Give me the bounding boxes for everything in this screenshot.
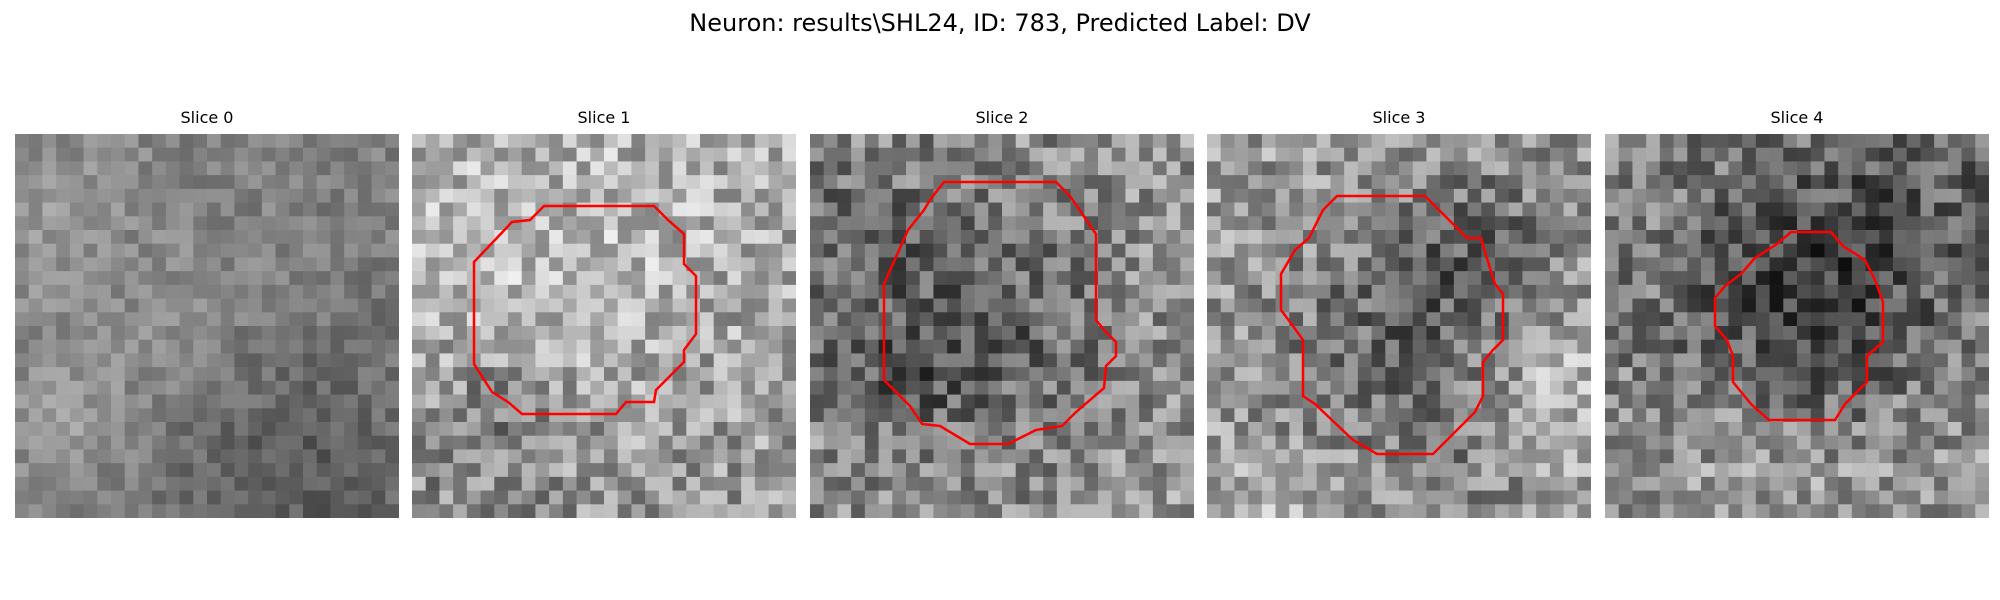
slice-panel-4: Slice 4 bbox=[1605, 108, 1989, 518]
slice-image-1 bbox=[412, 134, 796, 518]
slice-image-3 bbox=[1207, 134, 1591, 518]
roi-contour-1 bbox=[472, 204, 698, 416]
slice-panel-2: Slice 2 bbox=[810, 108, 1194, 518]
figure-title: Neuron: results\SHL24, ID: 783, Predicte… bbox=[689, 9, 1311, 37]
slice-image-2 bbox=[810, 134, 1194, 518]
slice-panel-3: Slice 3 bbox=[1207, 108, 1591, 518]
roi-contour-3 bbox=[1279, 194, 1505, 456]
slice-title-0: Slice 0 bbox=[180, 108, 234, 127]
slice-title-1: Slice 1 bbox=[577, 108, 631, 127]
slice-title-2: Slice 2 bbox=[975, 108, 1029, 127]
slice-panel-0: Slice 0 bbox=[15, 108, 399, 518]
slice-title-3: Slice 3 bbox=[1372, 108, 1426, 127]
slice-image-0 bbox=[15, 134, 399, 518]
slice-image-4 bbox=[1605, 134, 1989, 518]
roi-contour-4 bbox=[1713, 230, 1885, 422]
slice-title-4: Slice 4 bbox=[1770, 108, 1824, 127]
roi-contour-2 bbox=[882, 180, 1118, 446]
slice-panel-1: Slice 1 bbox=[412, 108, 796, 518]
